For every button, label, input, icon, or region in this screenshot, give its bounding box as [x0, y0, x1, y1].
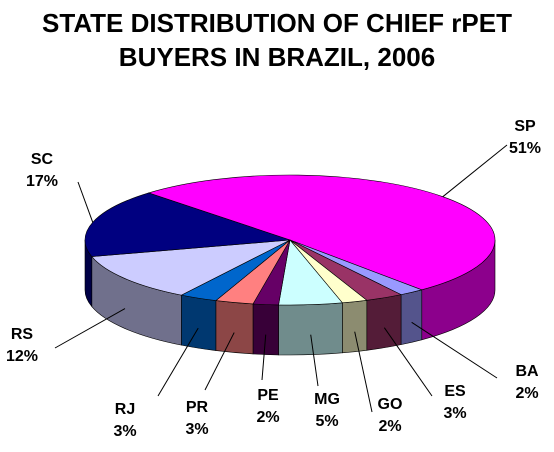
leader-line — [54, 308, 126, 349]
slice-side — [252, 303, 279, 356]
slice-value-label: 12% — [6, 348, 38, 365]
leader-line — [157, 327, 199, 397]
leader-line — [310, 334, 319, 387]
leader-line — [204, 332, 235, 391]
slice-value-label: 3% — [113, 423, 136, 440]
slice-label: GO — [378, 396, 403, 413]
slice-value-label: 3% — [185, 421, 208, 438]
slice — [91, 239, 291, 296]
slice-value-label: 2% — [515, 385, 538, 402]
slice-label: SC — [31, 151, 54, 168]
slice-value-label: 2% — [256, 409, 279, 426]
slice-label: RJ — [115, 401, 135, 418]
slice-side — [366, 294, 402, 351]
slice-value-label: 51% — [509, 140, 541, 157]
slice-side — [278, 302, 343, 356]
slice-label: RS — [11, 326, 34, 343]
leader-line — [442, 144, 508, 198]
leader-line — [354, 331, 373, 413]
slice-side — [215, 300, 254, 355]
slice-side — [400, 289, 423, 346]
slice-label: PE — [257, 387, 279, 404]
slice-value-label: 17% — [26, 173, 58, 190]
chart-title: STATE DISTRIBUTION OF CHIEF rPET BUYERS … — [42, 8, 512, 72]
slice-value-label: 5% — [315, 413, 338, 430]
slice-label: PR — [186, 399, 209, 416]
slice-label: SP — [514, 118, 536, 135]
slice-value-label: 3% — [443, 405, 466, 422]
leader-line — [411, 321, 498, 379]
leader-line — [383, 327, 433, 397]
slice-side — [342, 299, 368, 354]
slice — [84, 192, 291, 257]
slice-label: MG — [314, 391, 340, 408]
leader-line — [261, 334, 267, 381]
slice-label: ES — [444, 383, 466, 400]
leader-line — [77, 181, 94, 223]
slice-label: BA — [515, 363, 539, 380]
slice-value-label: 2% — [378, 418, 401, 435]
slice-side — [181, 294, 217, 351]
